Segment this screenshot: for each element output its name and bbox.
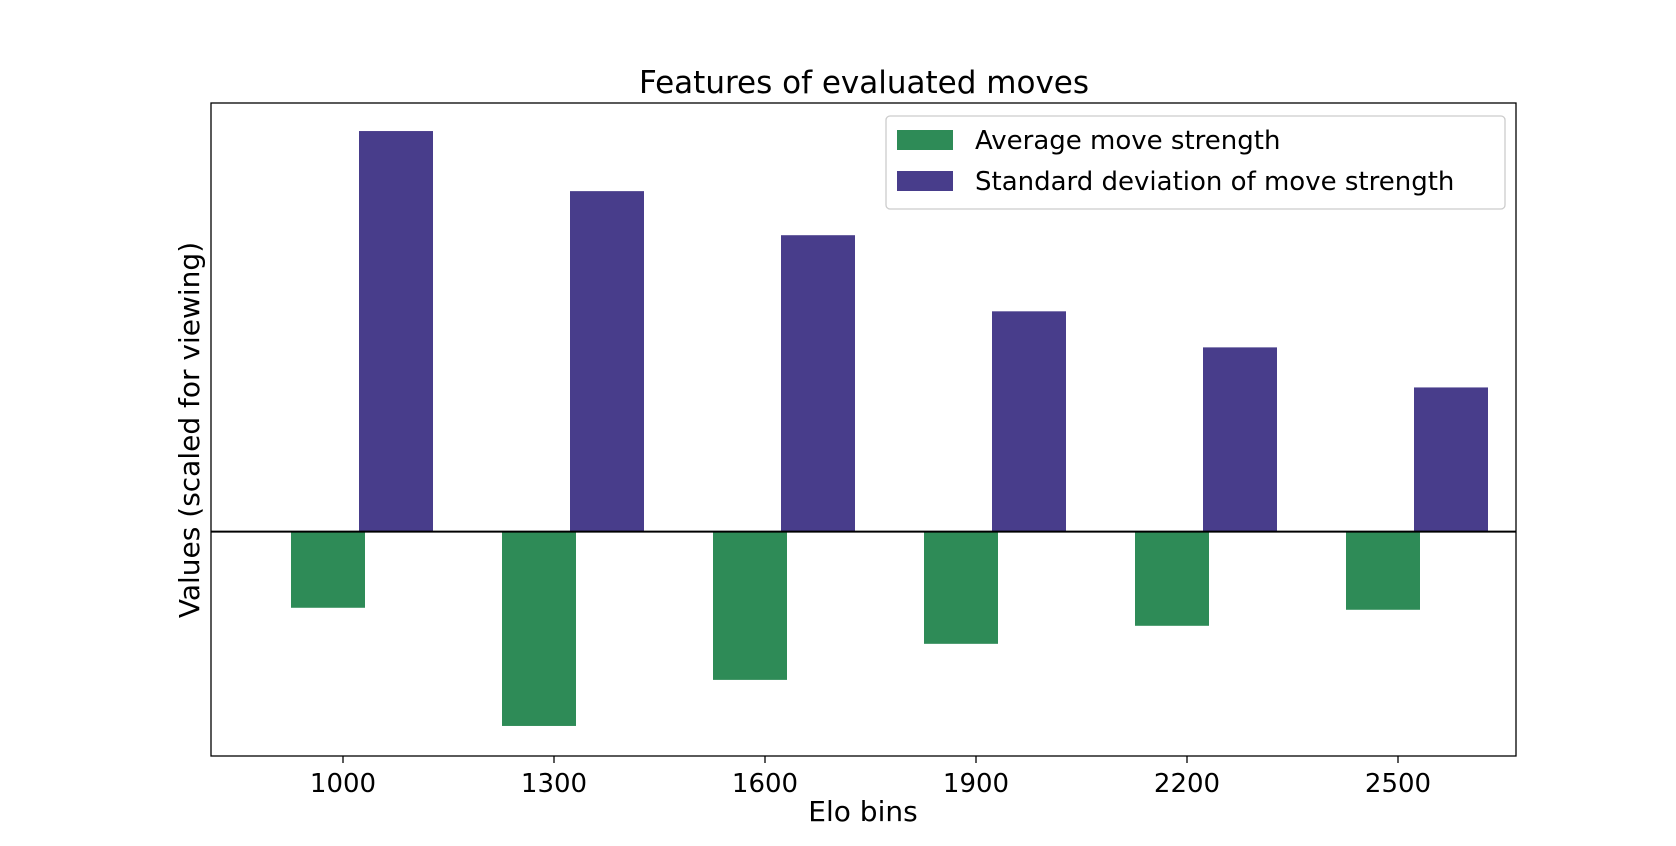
legend: Average move strength Standard deviation… <box>885 115 1506 210</box>
bar-std-1300 <box>570 191 644 532</box>
bar-std-2500 <box>1414 387 1488 532</box>
bar-average-1000 <box>291 531 365 608</box>
bar-average-2500 <box>1346 531 1420 610</box>
bar-std-2200 <box>1203 347 1277 532</box>
bar-average-2200 <box>1135 531 1209 626</box>
bar-average-1300 <box>502 531 576 726</box>
bar-std-1000 <box>359 131 433 532</box>
x-tick-label-2500: 2500 <box>1365 769 1431 799</box>
y-axis-label: Values (scaled for viewing) <box>173 242 206 618</box>
bar-average-1900 <box>924 531 998 644</box>
x-tick-label-1300: 1300 <box>521 769 587 799</box>
bar-std-1600 <box>781 235 855 532</box>
legend-swatch-std <box>897 171 953 191</box>
legend-label-average: Average move strength <box>975 126 1280 156</box>
legend-swatch-average <box>897 130 953 150</box>
bars-group <box>291 131 1488 726</box>
x-axis-label: Elo bins <box>808 795 917 828</box>
bar-average-1600 <box>713 531 787 680</box>
legend-label-std: Standard deviation of move strength <box>975 167 1454 197</box>
chart-title: Features of evaluated moves <box>639 65 1089 101</box>
x-tick-label-2200: 2200 <box>1154 769 1220 799</box>
x-axis-ticks: 1000 1300 1600 1900 2200 2500 <box>310 756 1431 799</box>
legend-box <box>885 115 1506 210</box>
x-tick-label-1000: 1000 <box>310 769 376 799</box>
x-tick-label-1900: 1900 <box>943 769 1009 799</box>
bar-std-1900 <box>992 311 1066 532</box>
plot-frame <box>210 102 1517 757</box>
x-tick-label-1600: 1600 <box>732 769 798 799</box>
